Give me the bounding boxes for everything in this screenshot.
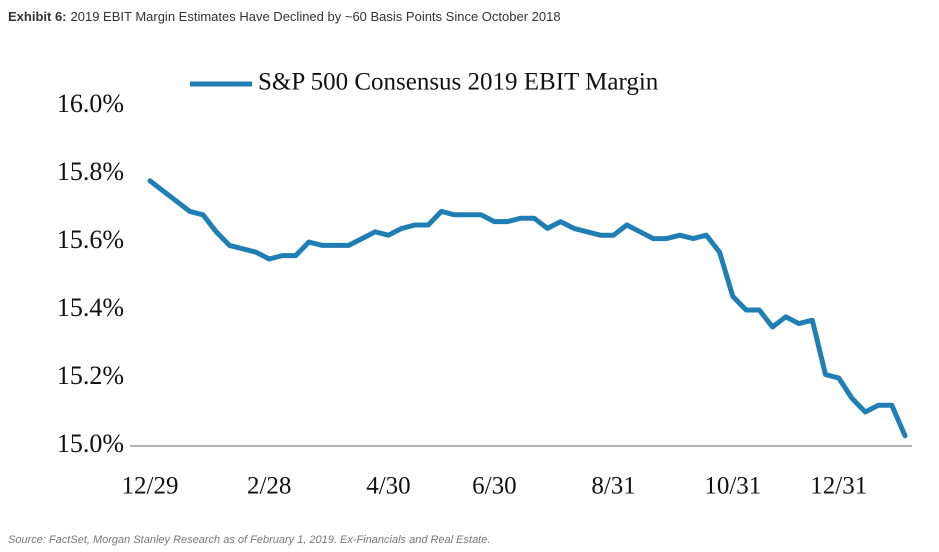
x-tick-label: 2/28 xyxy=(247,473,291,500)
y-tick-label: 15.2% xyxy=(57,361,124,390)
title-label: Exhibit 6: xyxy=(8,9,67,24)
source-note: Source: FactSet, Morgan Stanley Research… xyxy=(8,534,490,546)
x-tick-label: 4/30 xyxy=(366,473,410,500)
x-tick-label: 12/29 xyxy=(122,473,179,500)
y-tick-label: 15.4% xyxy=(57,293,124,322)
y-tick-label: 15.8% xyxy=(57,157,124,186)
x-tick-label: 6/30 xyxy=(472,473,516,500)
y-tick-label: 16.0% xyxy=(57,89,124,118)
y-tick-label: 15.6% xyxy=(57,225,124,254)
x-tick-label: 8/31 xyxy=(591,473,635,500)
x-tick-label: 10/31 xyxy=(704,473,761,500)
line-series xyxy=(147,178,908,439)
y-tick-label: 15.0% xyxy=(57,429,124,458)
title-text: 2019 EBIT Margin Estimates Have Declined… xyxy=(71,9,561,24)
legend-label: S&P 500 Consensus 2019 EBIT Margin xyxy=(258,69,659,96)
x-tick-label: 12/31 xyxy=(810,473,867,500)
title: Exhibit 6: 2019 EBIT Margin Estimates Hav… xyxy=(8,9,561,24)
